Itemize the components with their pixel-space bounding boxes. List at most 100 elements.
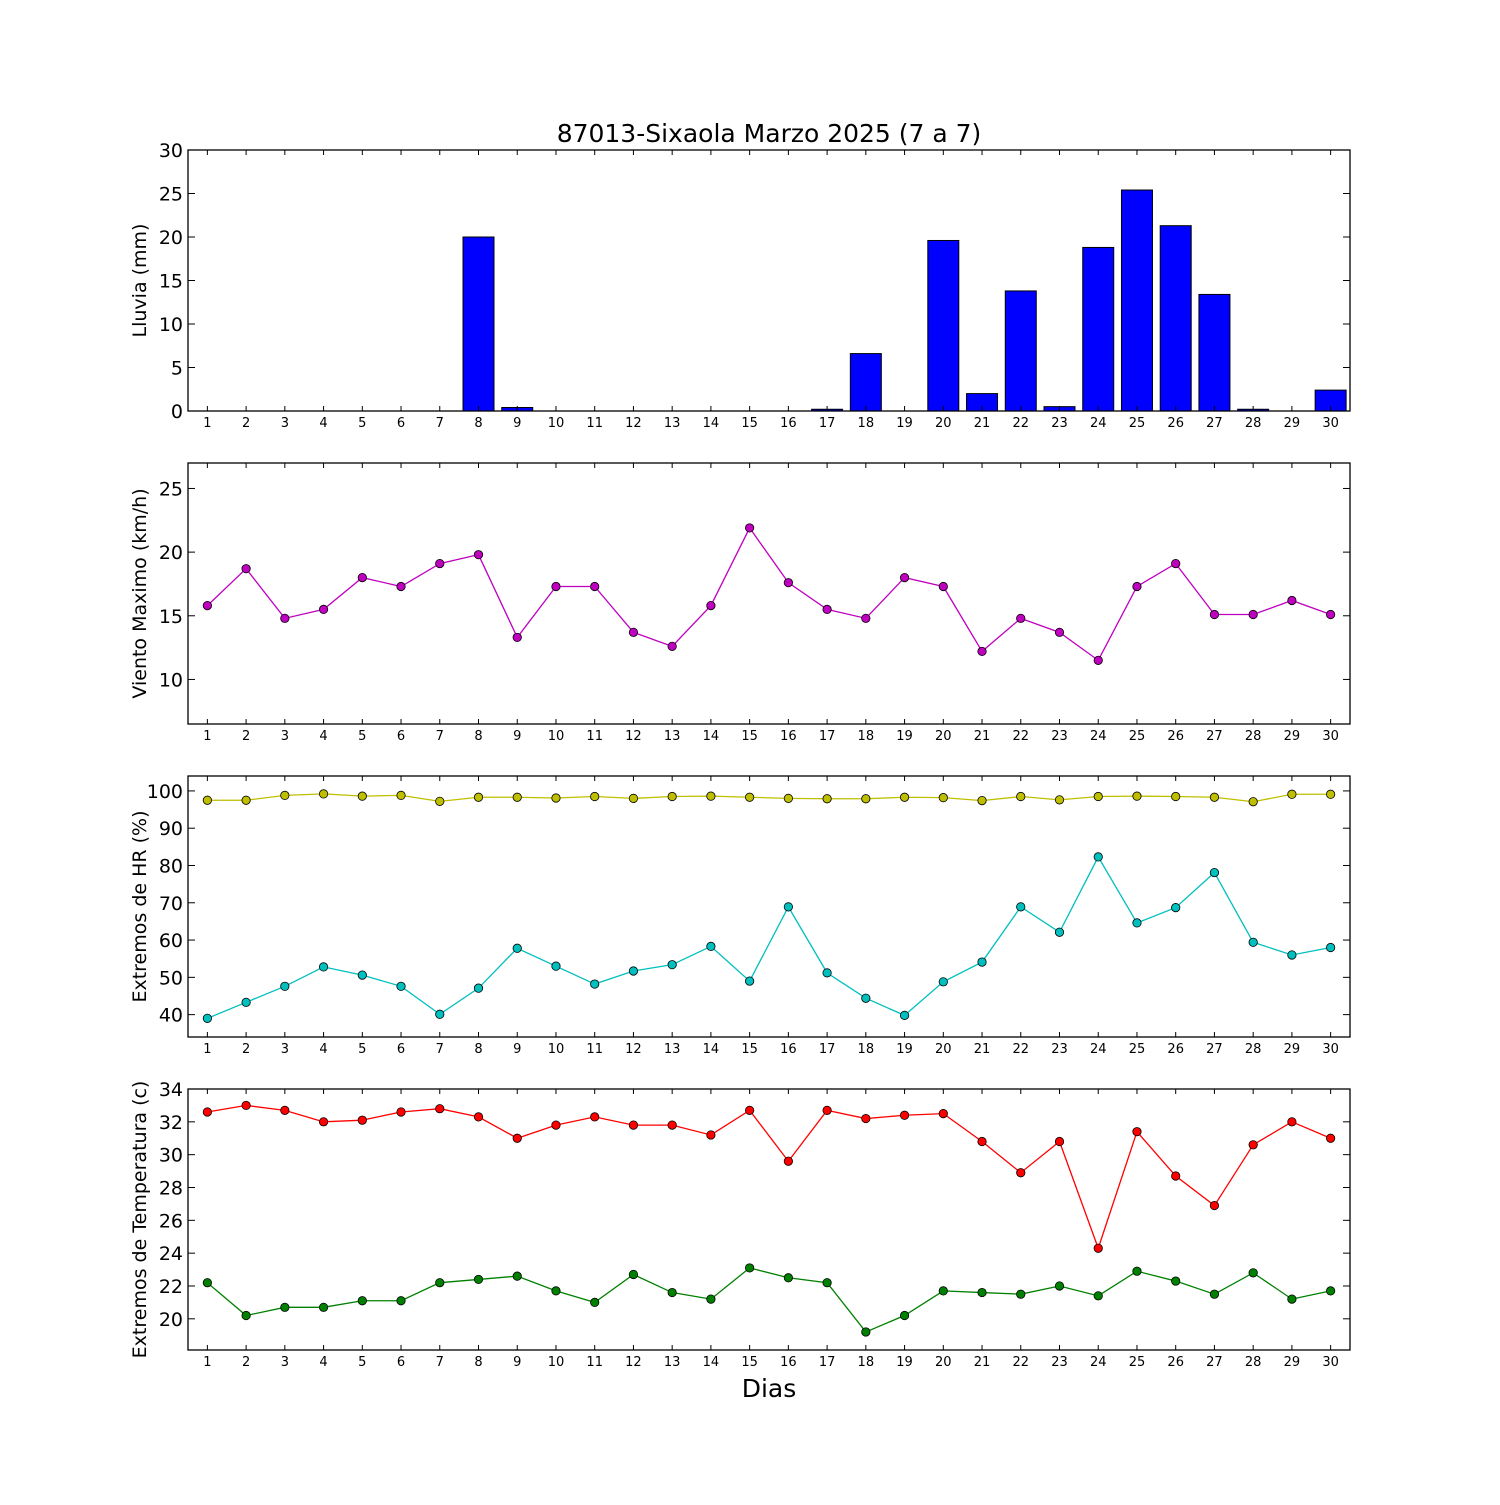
axes-frame bbox=[187, 1088, 1351, 1351]
series-2-point-day-12 bbox=[628, 1269, 639, 1280]
bar-day-22 bbox=[1004, 290, 1037, 412]
x-tick-label: 3 bbox=[281, 1042, 289, 1057]
x-tick-label: 30 bbox=[1322, 729, 1339, 744]
y-tick-label: 28 bbox=[159, 1177, 183, 1199]
series-1-point-day-25 bbox=[1132, 1127, 1142, 1137]
series-2-point-day-5 bbox=[357, 970, 367, 980]
series-1-point-day-15 bbox=[745, 792, 755, 802]
x-tick-label: 23 bbox=[1051, 1042, 1068, 1057]
series-1-point-day-14 bbox=[706, 791, 716, 801]
series-1-point-day-7 bbox=[435, 1104, 445, 1114]
x-tick-label: 26 bbox=[1167, 416, 1184, 431]
x-tick-label: 4 bbox=[319, 1355, 327, 1370]
series-2-point-day-18 bbox=[861, 993, 871, 1003]
x-tick-label: 26 bbox=[1167, 729, 1184, 744]
x-tick-label: 1 bbox=[203, 416, 211, 431]
series-2-point-day-29 bbox=[1287, 950, 1297, 960]
y-tick-label: 10 bbox=[159, 314, 183, 336]
x-tick-label: 22 bbox=[1012, 729, 1029, 744]
series-1-point-day-28 bbox=[1248, 797, 1258, 807]
x-tick-label: 19 bbox=[896, 729, 913, 744]
series-2-point-day-10 bbox=[551, 961, 561, 971]
series-2-point-day-8 bbox=[473, 983, 484, 993]
x-tick-label: 20 bbox=[935, 1042, 952, 1057]
x-tick-label: 1 bbox=[203, 729, 211, 744]
y-axis-label: Viento Maximo (km/h) bbox=[129, 488, 151, 698]
series-2-point-day-14 bbox=[706, 941, 716, 952]
x-tick-label: 7 bbox=[436, 416, 444, 431]
y-tick-label: 34 bbox=[159, 1079, 183, 1101]
series-2-point-day-26 bbox=[1171, 1276, 1181, 1286]
x-tick-label: 11 bbox=[586, 729, 603, 744]
series-1-point-day-7 bbox=[435, 558, 445, 569]
x-tick-label: 25 bbox=[1129, 1042, 1146, 1057]
x-tick-label: 15 bbox=[741, 729, 758, 744]
x-tick-label: 11 bbox=[586, 1042, 603, 1057]
x-tick-label: 11 bbox=[586, 1355, 603, 1370]
series-1-point-day-8 bbox=[473, 550, 484, 560]
series-1-point-day-29 bbox=[1287, 1117, 1297, 1127]
x-tick-label: 6 bbox=[397, 1355, 405, 1370]
series-line-1 bbox=[207, 793, 1331, 803]
y-axis-label: Extremos de Temperatura (c) bbox=[129, 1081, 151, 1359]
series-1-point-day-11 bbox=[590, 791, 600, 802]
y-tick-label: 20 bbox=[159, 1309, 183, 1331]
series-1-point-day-14 bbox=[706, 600, 716, 611]
y-tick-label: 0 bbox=[171, 401, 183, 423]
series-1-point-day-24 bbox=[1093, 791, 1103, 802]
series-2-point-day-27 bbox=[1209, 1289, 1220, 1299]
series-1-point-day-11 bbox=[590, 581, 600, 592]
x-tick-label: 9 bbox=[513, 1355, 521, 1370]
x-tick-label: 22 bbox=[1012, 1042, 1029, 1057]
series-1-point-day-16 bbox=[783, 1156, 793, 1166]
x-axis-label: Dias bbox=[742, 1374, 797, 1403]
series-2-point-day-13 bbox=[667, 960, 677, 970]
series-2-point-day-4 bbox=[318, 962, 329, 972]
series-1-point-day-1 bbox=[202, 600, 212, 611]
x-tick-label: 17 bbox=[819, 416, 836, 431]
series-2-point-day-30 bbox=[1326, 1286, 1336, 1296]
series-1-point-day-22 bbox=[1016, 791, 1026, 802]
series-1-point-day-24 bbox=[1093, 1243, 1103, 1253]
x-tick-label: 20 bbox=[935, 729, 952, 744]
series-1-point-day-27 bbox=[1209, 1200, 1220, 1211]
x-tick-label: 3 bbox=[281, 1355, 289, 1370]
series-2-point-day-25 bbox=[1132, 918, 1142, 928]
x-tick-label: 21 bbox=[974, 1042, 991, 1057]
series-1-point-day-16 bbox=[783, 578, 793, 588]
series-1-point-day-22 bbox=[1016, 613, 1026, 623]
series-1-point-day-27 bbox=[1209, 609, 1220, 620]
series-2-point-day-7 bbox=[435, 1278, 445, 1288]
x-tick-label: 14 bbox=[703, 1042, 720, 1057]
series-1-point-day-5 bbox=[357, 791, 367, 801]
series-2-point-day-27 bbox=[1209, 867, 1220, 878]
series-1-point-day-4 bbox=[318, 789, 329, 799]
series-1-point-day-30 bbox=[1326, 789, 1336, 799]
series-2-point-day-26 bbox=[1171, 903, 1181, 913]
x-tick-label: 12 bbox=[625, 416, 642, 431]
series-2-point-day-8 bbox=[473, 1274, 484, 1285]
series-1-point-day-12 bbox=[628, 793, 639, 803]
x-tick-label: 9 bbox=[513, 416, 521, 431]
series-1-point-day-17 bbox=[822, 1105, 832, 1115]
series-1-point-day-6 bbox=[396, 1107, 406, 1117]
series-2-point-day-25 bbox=[1132, 1266, 1142, 1276]
series-1-point-day-3 bbox=[280, 613, 290, 623]
series-1-point-day-23 bbox=[1054, 627, 1065, 637]
x-tick-label: 19 bbox=[896, 1355, 913, 1370]
y-tick-label: 20 bbox=[159, 542, 183, 564]
series-2-point-day-19 bbox=[899, 1310, 910, 1321]
series-2-point-day-6 bbox=[396, 981, 406, 991]
x-tick-label: 24 bbox=[1090, 1355, 1107, 1370]
series-1-point-day-28 bbox=[1248, 609, 1258, 620]
series-2-point-day-11 bbox=[590, 979, 600, 989]
x-tick-label: 23 bbox=[1051, 729, 1068, 744]
x-tick-label: 14 bbox=[703, 729, 720, 744]
y-tick-label: 25 bbox=[159, 478, 183, 500]
series-1-point-day-18 bbox=[861, 794, 871, 804]
